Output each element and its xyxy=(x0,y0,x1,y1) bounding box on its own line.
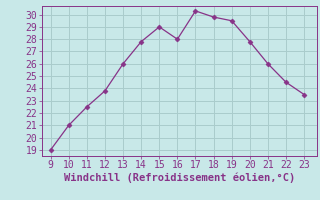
X-axis label: Windchill (Refroidissement éolien,°C): Windchill (Refroidissement éolien,°C) xyxy=(64,173,295,183)
